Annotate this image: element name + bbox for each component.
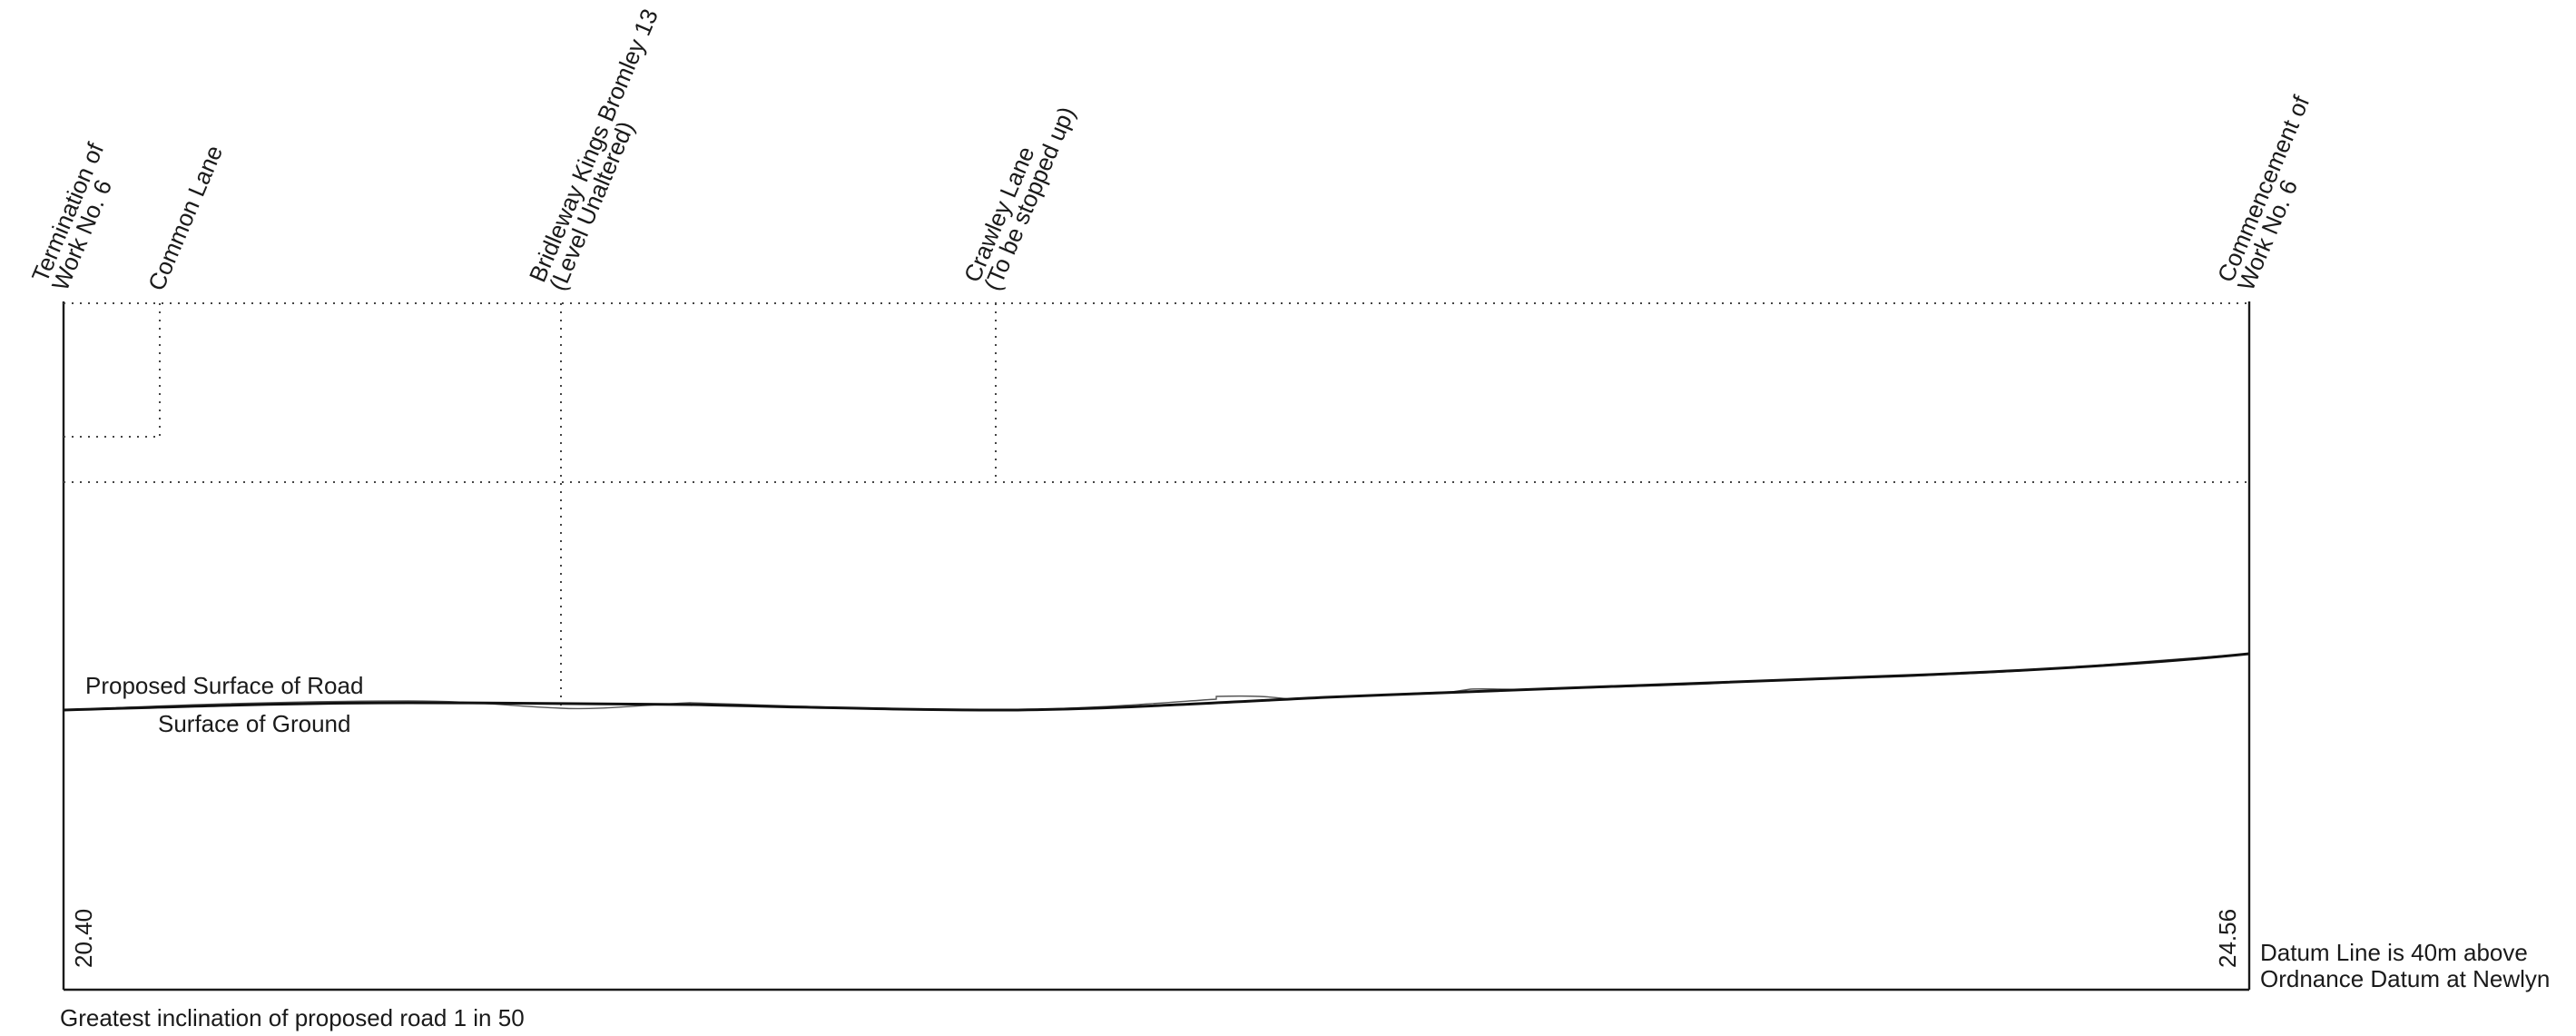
ground-surface-label: Surface of Ground <box>158 710 350 737</box>
feature-label-crawley-lane: Crawley Lane (To be stopped up) <box>959 94 1080 295</box>
datum-note-line-1: Datum Line is 40m above <box>2260 939 2528 966</box>
datum-note: Datum Line is 40m above Ordnance Datum a… <box>2260 939 2550 992</box>
bridleway-label-line-1: Bridleway Kings Bromley 13 <box>524 5 664 286</box>
end-level-value: 24.56 <box>2214 909 2241 968</box>
inclination-note: Greatest inclination of proposed road 1 … <box>60 1004 525 1031</box>
feature-label-common-lane: Common Lane <box>143 142 228 295</box>
proposed-road-surface-line <box>63 652 2250 712</box>
section-frame <box>62 301 2251 992</box>
feature-label-termination: Termination of Work No. 6 <box>26 133 132 294</box>
datum-note-line-2: Ordnance Datum at Newlyn <box>2260 965 2550 992</box>
proposed-surface-label: Proposed Surface of Road <box>85 672 363 699</box>
feature-label-commencement: Commencement of Work No. 6 <box>2212 85 2337 294</box>
dotted-reference-lines <box>64 302 2249 709</box>
feature-label-bridleway: Bridleway Kings Bromley 13 (Level Unalte… <box>524 0 686 294</box>
common-lane-label: Common Lane <box>143 142 228 295</box>
start-level-value: 20.40 <box>70 909 97 968</box>
